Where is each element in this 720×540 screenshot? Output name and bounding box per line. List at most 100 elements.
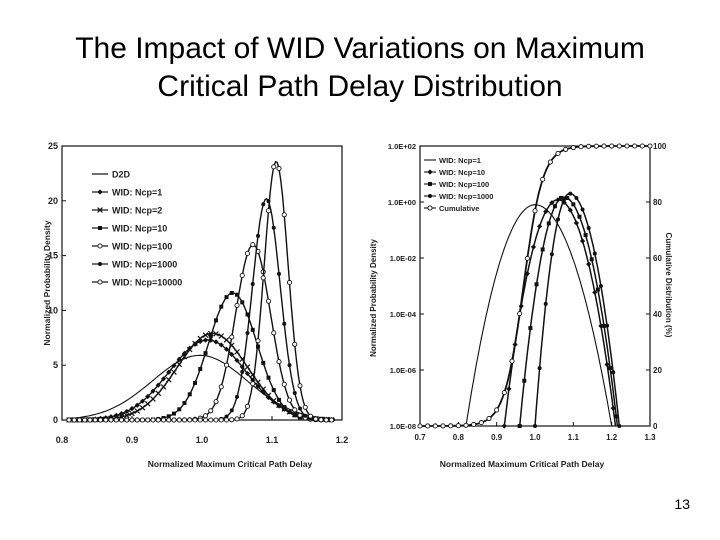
right-series-point [580, 207, 585, 212]
right-series-point [605, 323, 610, 328]
left-series-point [108, 417, 114, 423]
left-series-point [176, 361, 183, 368]
left-y-tick-label: 15 [48, 251, 58, 261]
right-series-point [598, 284, 603, 289]
right-y2-tick-label: 60 [653, 254, 662, 263]
left-series-point [286, 397, 293, 403]
left-series-point [255, 338, 261, 344]
left-series-point [313, 416, 319, 422]
left-series-point [250, 282, 255, 287]
right-x-axis-label: Normalized Maximum Critical Path Delay [440, 459, 605, 469]
right-series-point [555, 150, 561, 156]
left-series-point [323, 417, 329, 423]
left-series-point [213, 339, 219, 345]
left-series-point [318, 417, 324, 423]
left-series-point [92, 417, 98, 423]
left-series-point [186, 346, 193, 353]
left-legend-entry: WID: Ncp=100 [112, 242, 172, 252]
left-x-tick-label: 0.9 [126, 435, 139, 445]
left-series-point [292, 413, 297, 418]
left-x-tick-label: 1.1 [266, 435, 279, 445]
left-series-point [245, 312, 250, 317]
left-series-point [286, 279, 293, 286]
left-series-point [307, 413, 314, 419]
left-series-point [277, 397, 281, 402]
right-series-point [455, 423, 461, 429]
right-series-point [601, 143, 607, 149]
left-series-point [229, 351, 235, 358]
left-plot-frame [61, 145, 343, 421]
right-series-point [602, 323, 606, 328]
right-series-point [573, 220, 579, 226]
right-series-point [546, 221, 551, 226]
left-series-point [298, 406, 302, 411]
left-series-point [260, 275, 266, 281]
right-series-point [595, 287, 600, 292]
left-series-point [176, 417, 182, 423]
right-y2-tick-label: 0 [653, 422, 658, 431]
left-series-point [219, 304, 224, 309]
left-series-point [265, 298, 272, 304]
right-y-tick-label: 1.0E-02 [390, 254, 416, 263]
right-series-point [440, 423, 446, 429]
left-series-point [197, 335, 204, 342]
left-legend-marker [97, 207, 103, 213]
left-series-point [214, 318, 218, 323]
right-y2-tick-label: 20 [653, 366, 662, 375]
left-series-point [261, 202, 266, 207]
right-series-point [647, 143, 653, 149]
right-series-point [534, 282, 539, 287]
left-series-point [208, 417, 214, 423]
right-x-tick-label: 0.9 [491, 433, 503, 442]
left-series-point [271, 399, 277, 405]
left-series-point [271, 164, 277, 170]
left-series-point [261, 360, 266, 365]
left-series-point [171, 369, 177, 375]
right-y2-tick-label: 80 [653, 198, 662, 207]
right-y2-tick-label: 100 [653, 142, 667, 151]
left-series-point [235, 394, 239, 399]
right-series-point [578, 144, 584, 150]
left-series-point [118, 417, 125, 423]
right-series-point [540, 176, 546, 182]
left-series-point [276, 402, 282, 409]
left-legend-marker [97, 243, 103, 249]
left-series-point [123, 412, 130, 419]
left-series-point [181, 353, 188, 360]
left-series-point [239, 413, 245, 419]
left-series-point [282, 405, 287, 410]
right-series-point [604, 361, 610, 368]
left-series-point [202, 337, 209, 343]
right-legend-marker [428, 194, 432, 198]
left-series-point [229, 290, 234, 295]
left-series-point [208, 337, 214, 343]
right-legend-marker [427, 169, 433, 175]
right-x-tick-label: 0.8 [453, 433, 465, 442]
left-series-point [181, 350, 188, 356]
left-series-point [240, 369, 245, 374]
left-legend-marker [97, 279, 103, 285]
left-series-point [266, 375, 271, 380]
left-x-tick-label: 0.8 [56, 435, 69, 445]
left-series-point [202, 417, 209, 423]
right-series-point [552, 204, 557, 209]
right-y-axis-label: Normalized Probability Density [369, 239, 378, 357]
left-series-point [134, 417, 140, 423]
slide-number: 13 [674, 496, 690, 512]
right-series-point [639, 143, 645, 149]
left-series-point [250, 242, 256, 248]
right-legend-marker [427, 205, 433, 211]
left-series-point [303, 413, 308, 418]
left-series-point [265, 392, 272, 399]
left-series-line-6 [69, 197, 335, 421]
right-series-point [579, 238, 586, 244]
left-series-point [234, 357, 240, 364]
right-series-point [574, 196, 579, 201]
right-series-point [563, 146, 569, 152]
left-series-point [239, 364, 245, 370]
left-series-point [134, 402, 140, 408]
left-series-point [129, 406, 135, 412]
left-series-point [124, 408, 130, 415]
right-series-point [608, 366, 613, 371]
left-series-point [155, 382, 161, 388]
